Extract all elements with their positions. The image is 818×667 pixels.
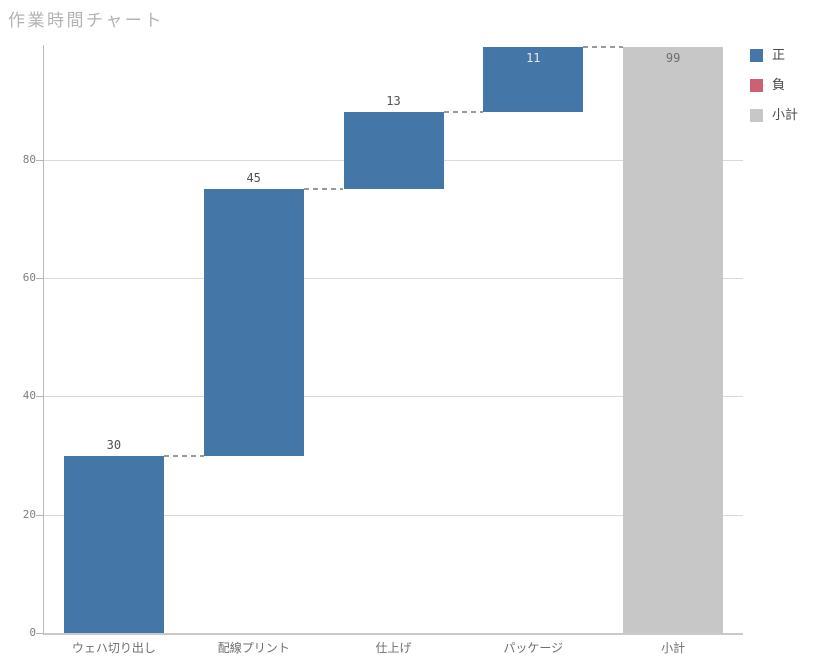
waterfall-bar-1-配線プリント[interactable]: [203, 189, 304, 456]
plot-area[interactable]: 0 20 40 60 80 30 ウェハ切り出し 45 配線プリント 13 仕上げ 11 パッケージ 99…: [23, 45, 743, 655]
x-tick-label-パッケージ: パッケージ: [503, 641, 564, 655]
y-tick-mark-60: [36, 278, 43, 280]
waterfall-bar-0-ウェハ切り出し[interactable]: [63, 455, 164, 633]
waterfall-bar-2-仕上げ[interactable]: [343, 112, 444, 190]
y-tick-label-80: 80: [22, 152, 36, 166]
legend-item-negative[interactable]: 負: [750, 79, 798, 92]
bar-value-label-0: 30: [106, 437, 122, 452]
legend-item-subtotal[interactable]: 小計: [750, 109, 798, 122]
y-tick-label-60: 60: [22, 271, 36, 285]
legend-swatch-negative: [750, 79, 763, 92]
bar-value-label-2: 13: [386, 94, 401, 109]
waterfall-bar-4-小計[interactable]: [623, 47, 724, 633]
x-tick-label-ウェハ切り出し: ウェハ切り出し: [71, 641, 156, 655]
y-tick-label-40: 40: [22, 389, 36, 403]
waterfall-bar-3-パッケージ[interactable]: [483, 47, 584, 113]
y-tick-mark-20: [36, 514, 43, 516]
gridline-60: [44, 278, 743, 280]
legend: 正負小計: [750, 49, 798, 139]
gridline-40: [44, 396, 743, 398]
y-tick-label-20: 20: [22, 507, 36, 521]
x-tick-label-仕上げ: 仕上げ: [375, 641, 412, 655]
gridline-20: [44, 514, 743, 516]
bar-value-label-4: 99: [665, 51, 681, 66]
connector-line-3: [583, 46, 624, 49]
connector-line-2: [443, 111, 484, 114]
y-tick-mark-80: [36, 159, 43, 161]
connector-line-1: [303, 188, 344, 191]
y-tick-mark-40: [36, 396, 43, 398]
chart-title: 作業時間チャート: [8, 11, 164, 31]
legend-swatch-positive: [750, 49, 763, 62]
legend-item-positive[interactable]: 正: [750, 49, 798, 62]
legend-label-negative: 負: [772, 78, 786, 93]
bar-value-label-3: 11: [526, 51, 541, 66]
x-tick-label-配線プリント: 配線プリント: [217, 641, 290, 655]
y-tick-mark-0: [36, 633, 43, 634]
y-tick-label-0: 0: [29, 626, 36, 639]
bar-value-label-1: 45: [246, 171, 261, 186]
connector-line-0: [163, 454, 204, 457]
legend-swatch-subtotal: [750, 109, 763, 122]
legend-label-positive: 正: [772, 48, 786, 63]
legend-label-subtotal: 小計: [772, 108, 799, 123]
x-tick-label-小計: 小計: [661, 641, 686, 655]
